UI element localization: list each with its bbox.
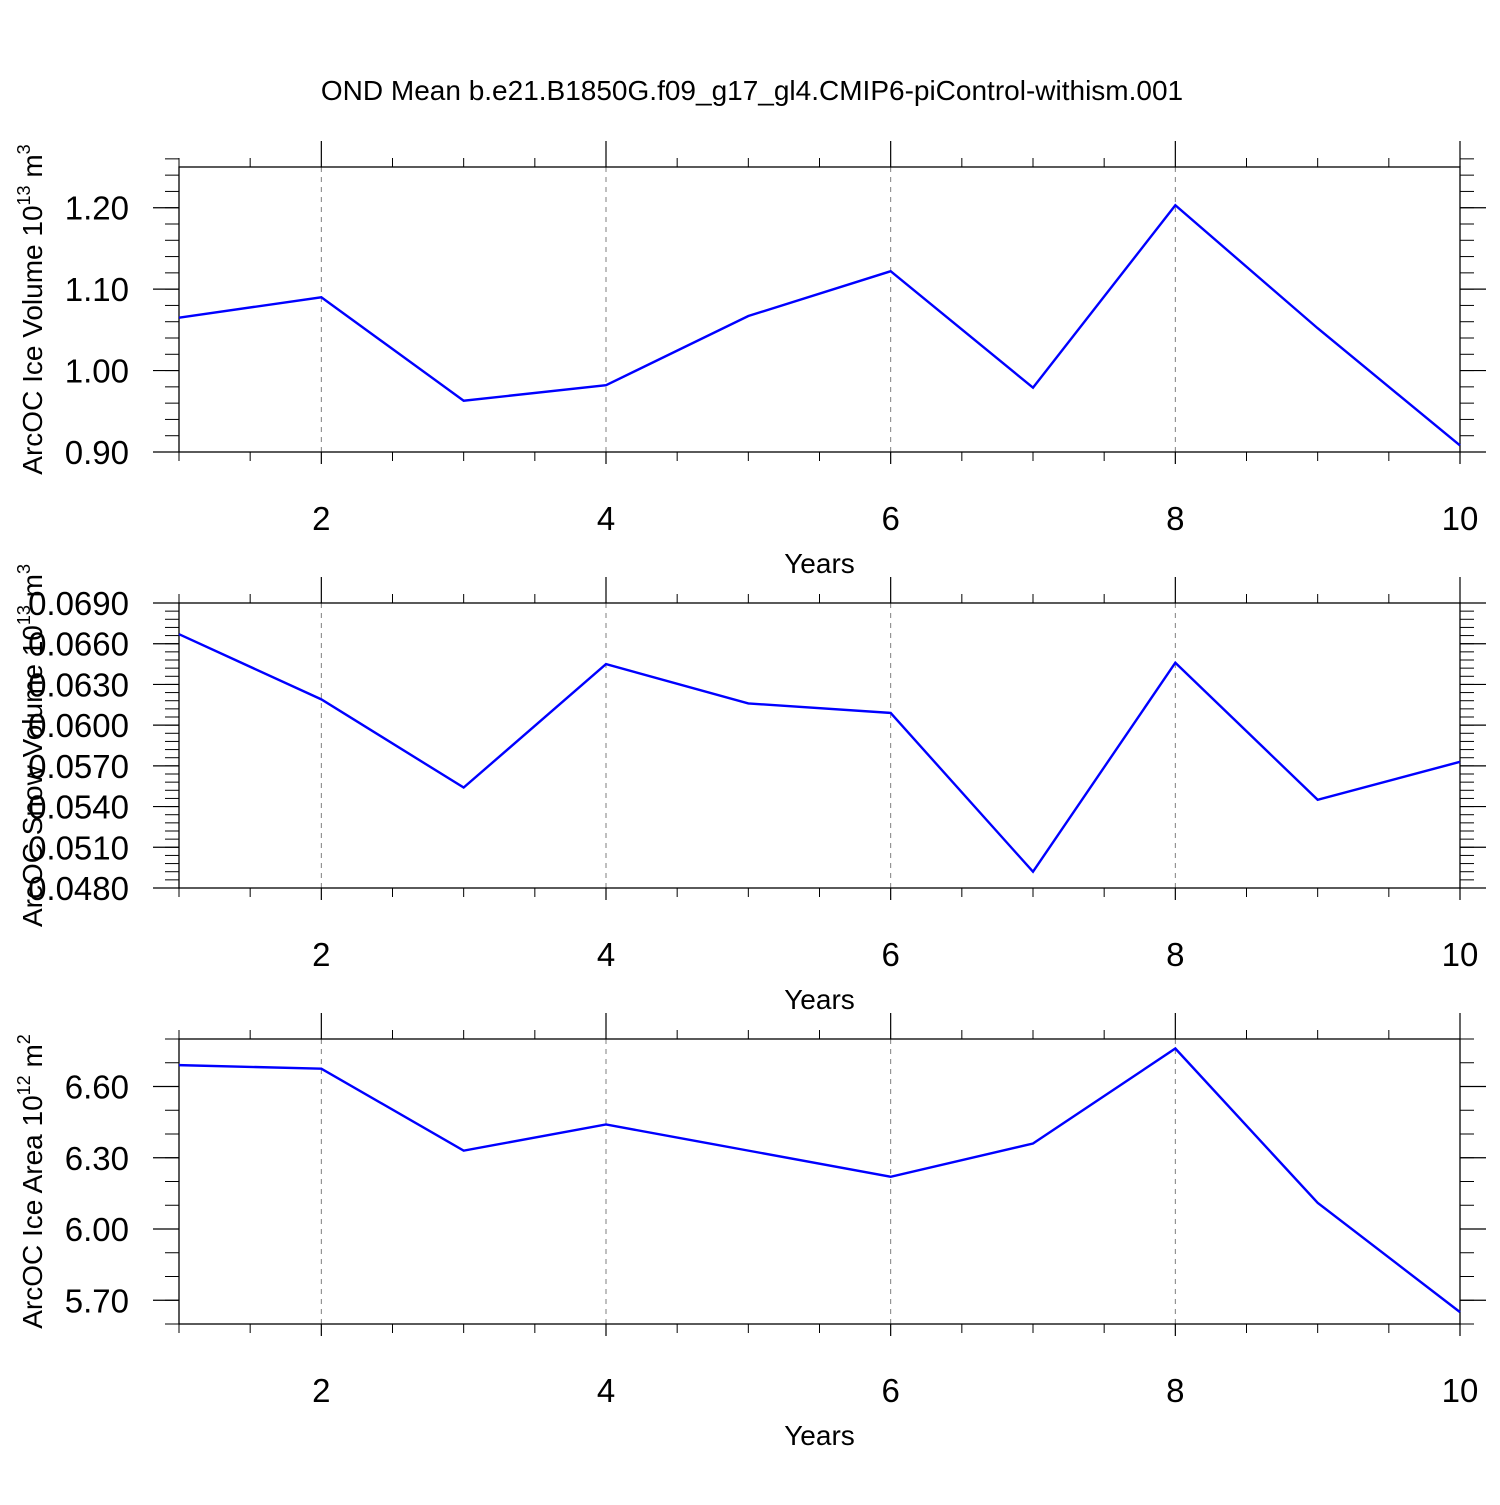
y-tick-label: 0.0510 [28, 829, 129, 866]
y-axis-label: ArcOC Ice Volume 1013 m3 [14, 144, 48, 474]
x-tick-label: 8 [1166, 1372, 1184, 1409]
y-tick-label: 0.0480 [28, 870, 129, 907]
x-tick-label: 8 [1166, 936, 1184, 973]
y-tick-label: 1.10 [65, 271, 129, 308]
x-tick-label: 4 [597, 936, 615, 973]
y-tick-label: 0.0630 [28, 666, 129, 703]
x-tick-label: 10 [1442, 500, 1479, 537]
series-line [178, 203, 1461, 447]
series-line [178, 633, 1461, 874]
y-tick-label: 0.0570 [28, 748, 129, 785]
x-axis-label: Years [784, 984, 855, 1015]
plot-frame [178, 602, 1461, 889]
y-tick-label: 0.90 [65, 434, 129, 471]
plot-frame [178, 166, 1461, 453]
plot-frame [178, 1038, 1461, 1325]
y-axis-label: ArcOC Ice Area 1012 m2 [14, 1034, 48, 1329]
x-axis-label: Years [784, 1420, 855, 1451]
figure-title: OND Mean b.e21.B1850G.f09_g17_gl4.CMIP6-… [321, 75, 1183, 106]
y-tick-label: 0.0600 [28, 707, 129, 744]
y-tick-label: 0.0690 [28, 585, 129, 622]
x-tick-label: 6 [881, 936, 899, 973]
x-tick-label: 6 [881, 500, 899, 537]
y-tick-label: 1.00 [65, 353, 129, 390]
x-tick-label: 10 [1442, 936, 1479, 973]
y-tick-label: 6.60 [65, 1069, 129, 1106]
y-tick-label: 6.00 [65, 1211, 129, 1248]
x-tick-label: 10 [1442, 1372, 1479, 1409]
y-axis-label: ArcOC Snow Volume 1013 m3 [14, 564, 48, 927]
x-tick-label: 2 [312, 1372, 330, 1409]
y-tick-label: 0.0660 [28, 626, 129, 663]
y-tick-label: 1.20 [65, 190, 129, 227]
x-tick-label: 2 [312, 500, 330, 537]
chart-panel-1: 2 4 6 8 10 0.90 1.00 1.10 1.20 Years ArcOC Ice Vol… [14, 141, 1486, 579]
y-tick-label: 5.70 [65, 1282, 129, 1319]
x-tick-label: 6 [881, 1372, 899, 1409]
x-tick-label: 4 [597, 500, 615, 537]
y-tick-label: 6.30 [65, 1140, 129, 1177]
x-axis-label: Years [784, 548, 855, 579]
y-tick-label: 0.0540 [28, 789, 129, 826]
series-line [178, 1046, 1461, 1314]
x-tick-label: 4 [597, 1372, 615, 1409]
x-tick-label: 2 [312, 936, 330, 973]
x-tick-label: 8 [1166, 500, 1184, 537]
chart-panel-3: 2 4 6 8 10 5.70 6.00 6.30 6.60 Years ArcOC Ice Are… [14, 1013, 1486, 1451]
